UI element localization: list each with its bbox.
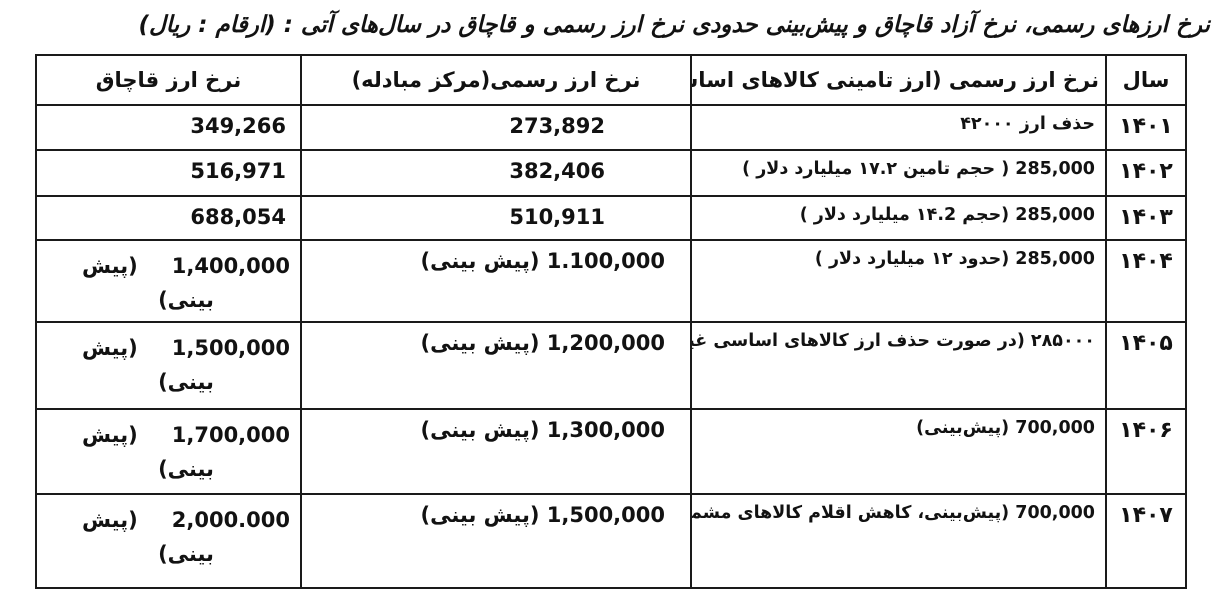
table-header-row: سال نرخ ارز رسمی (ارز تامینی کالاهای اسا… (35, 53, 1187, 106)
table-row: ۱۴۰۲ 285,000 ( حجم تامین ۱۷.۲ میلیارد دل… (35, 148, 1187, 197)
smuggled-rate-cell: 1,500,000 (پیش بینی) (35, 320, 302, 410)
table-row: ۱۴۰۷ 700,000 (پیش‌بینی، کاهش اقلام کالاه… (35, 492, 1187, 589)
official-rate-cell: 700,000 (پیش‌بینی) (690, 407, 1107, 495)
year-cell: ۱۴۰۲ (1105, 148, 1187, 197)
exchange-center-rate-cell: 273,892 (300, 103, 692, 151)
official-rate-cell: 285,000 (حجم ۱۴.2 میلیارد دلار ) (690, 194, 1107, 241)
table-row: ۱۴۰۱ حذف ارز ۴۲۰۰۰ 273,892 349,266 (35, 103, 1187, 151)
official-rate-cell: 285,000 ( حجم تامین ۱۷.۲ میلیارد دلار ) (690, 148, 1107, 197)
exchange-center-rate-cell: 382,406 (300, 148, 692, 197)
table-row: ۱۴۰۴ 285,000 (حدود ۱۲ میلیارد دلار ) 1.1… (35, 238, 1187, 323)
year-cell: ۱۴۰۳ (1105, 194, 1187, 241)
official-rate-cell: ۲۸۵۰۰۰ (در صورت حذف ارز کالاهای اساسی غی… (690, 320, 1107, 410)
exchange-center-rate-cell: 1,300,000 (پیش بینی) (300, 407, 692, 495)
rates-table-body: ۱۴۰۱ حذف ارز ۴۲۰۰۰ 273,892 349,266 ۱۴۰۲ … (35, 103, 1187, 589)
header-smuggled-rate: نرخ ارز قاچاق (35, 53, 302, 106)
official-rate-cell: 700,000 (پیش‌بینی، کاهش اقلام کالاهای مش… (690, 492, 1107, 589)
smuggled-rate-cell: 349,266 (35, 103, 302, 151)
exchange-center-rate-cell: 1,200,000 (پیش بینی) (300, 320, 692, 410)
year-cell: ۱۴۰۴ (1105, 238, 1187, 323)
document-title: نرخ ارزهای رسمی، نرخ آزاد قاچاق و پیش‌بی… (138, 12, 1211, 38)
year-cell: ۱۴۰۵ (1105, 320, 1187, 410)
smuggled-rate-cell: 688,054 (35, 194, 302, 241)
header-official-rate: نرخ ارز رسمی (ارز تامینی کالاهای اساسی) (690, 53, 1107, 106)
table-row: ۱۴۰۵ ۲۸۵۰۰۰ (در صورت حذف ارز کالاهای اسا… (35, 320, 1187, 410)
exchange-rates-table: سال نرخ ارز رسمی (ارز تامینی کالاهای اسا… (35, 53, 1187, 589)
smuggled-rate-cell: 1,400,000 (پیش بینی) (35, 238, 302, 323)
table-row: ۱۴۰۳ 285,000 (حجم ۱۴.2 میلیارد دلار ) 51… (35, 194, 1187, 241)
header-exchange-center-rate: نرخ ارز رسمی(مرکز مبادله) (300, 53, 692, 106)
smuggled-rate-cell: 1,700,000 (پیش بینی) (35, 407, 302, 495)
official-rate-cell: حذف ارز ۴۲۰۰۰ (690, 103, 1107, 151)
official-rate-cell: 285,000 (حدود ۱۲ میلیارد دلار ) (690, 238, 1107, 323)
year-cell: ۱۴۰۶ (1105, 407, 1187, 495)
exchange-center-rate-cell: 1.100,000 (پیش بینی) (300, 238, 692, 323)
smuggled-rate-cell: 516,971 (35, 148, 302, 197)
table-row: ۱۴۰۶ 700,000 (پیش‌بینی) 1,300,000 (پیش ب… (35, 407, 1187, 495)
header-year: سال (1105, 53, 1187, 106)
exchange-center-rate-cell: 510,911 (300, 194, 692, 241)
exchange-center-rate-cell: 1,500,000 (پیش بینی) (300, 492, 692, 589)
smuggled-rate-cell: 2,000.000 (پیش بینی) (35, 492, 302, 589)
year-cell: ۱۴۰۱ (1105, 103, 1187, 151)
year-cell: ۱۴۰۷ (1105, 492, 1187, 589)
